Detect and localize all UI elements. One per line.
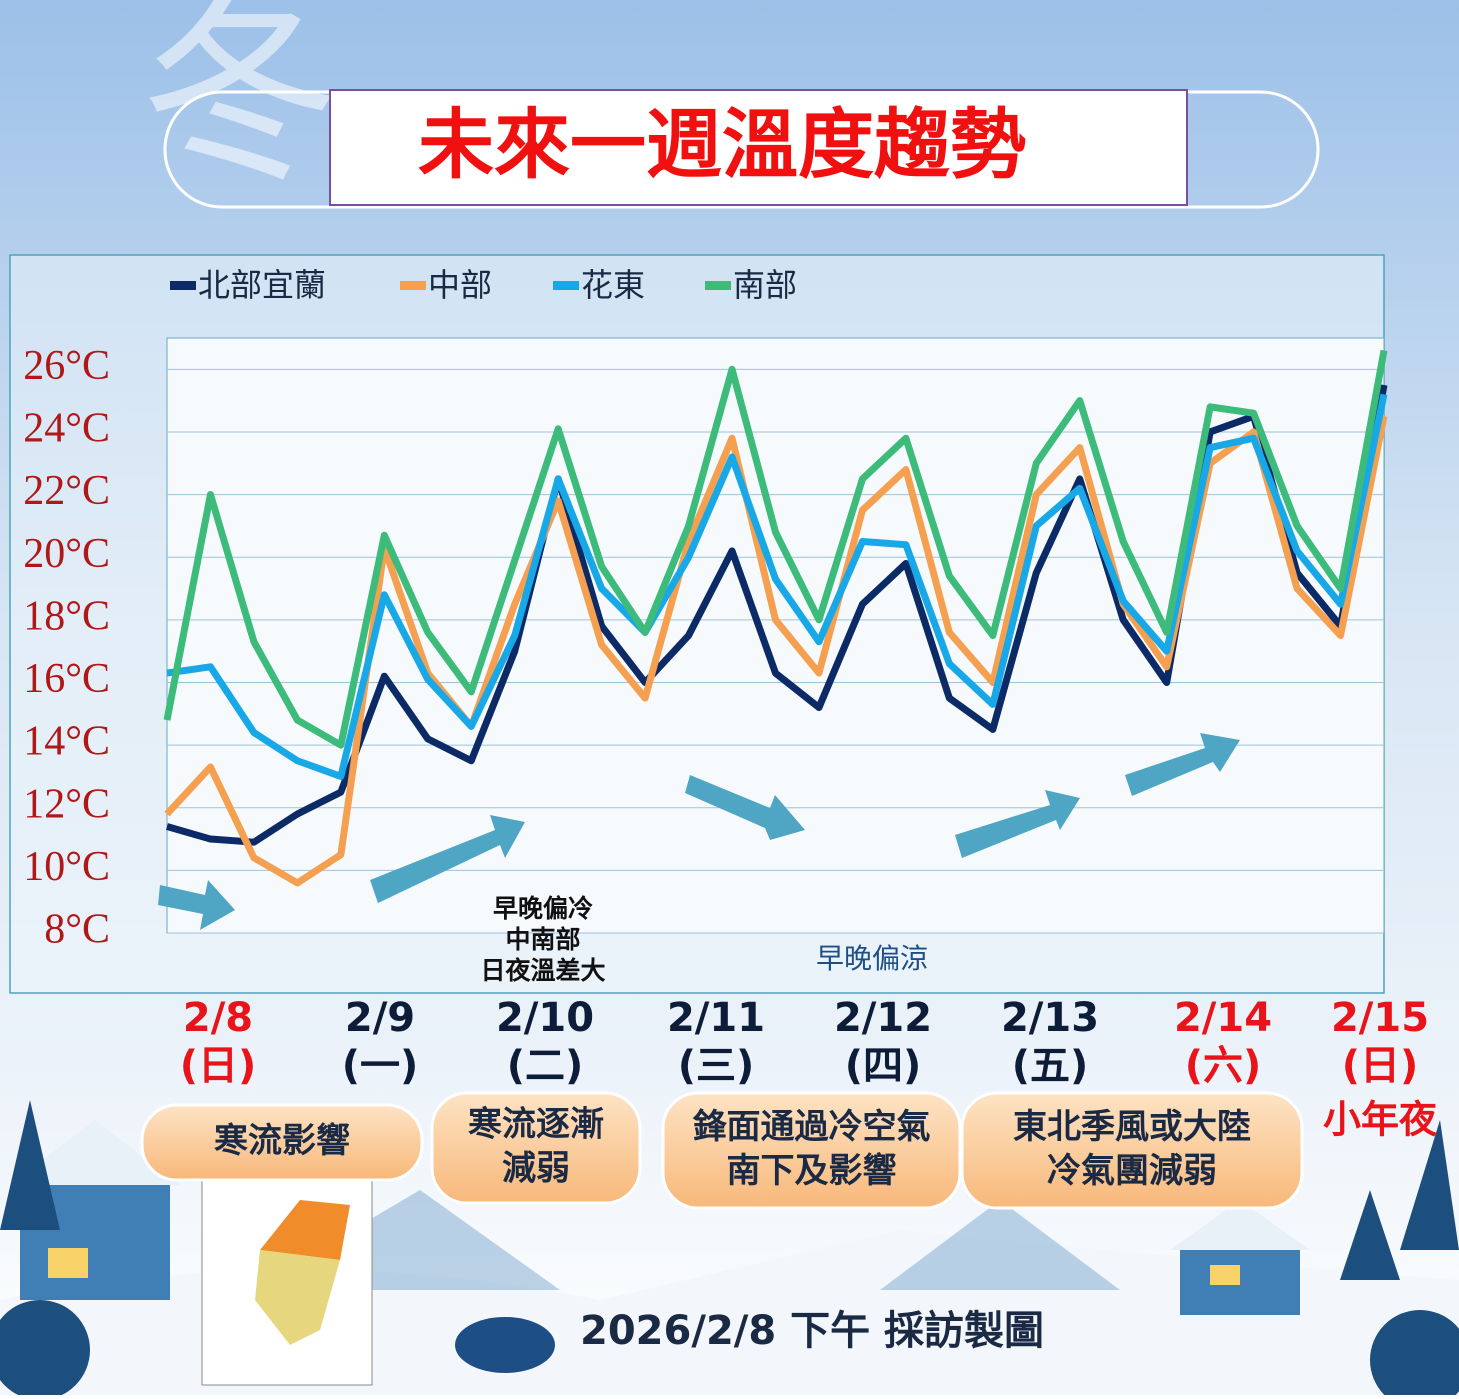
legend-swatch xyxy=(553,281,579,290)
y-tick-label: 18°C xyxy=(23,593,110,639)
legend-label: 中部 xyxy=(428,266,492,304)
day-date: 2/13 xyxy=(1001,995,1099,1041)
y-tick-label: 22°C xyxy=(23,468,110,514)
chart-title: 未來一週溫度趨勢 xyxy=(418,100,1026,189)
day-date: 2/15 xyxy=(1331,995,1429,1041)
phase-text: 東北季風或大陸 xyxy=(1013,1107,1251,1147)
footer: 2026/2/8 下午 採訪製圖 xyxy=(580,1308,1044,1354)
day-date: 2/14 xyxy=(1174,995,1272,1041)
day-weekday: (日) xyxy=(180,1043,257,1089)
phase-text: 寒流影響 xyxy=(214,1121,350,1161)
day-weekday: (日) xyxy=(1342,1043,1419,1089)
day-date: 2/11 xyxy=(667,995,765,1041)
day-weekday: (三) xyxy=(678,1043,755,1089)
annotation: 早晚偏涼 xyxy=(816,942,928,975)
plot-area xyxy=(166,337,1385,934)
legend-label: 花東 xyxy=(581,266,645,304)
y-tick-label: 12°C xyxy=(23,781,110,827)
annotation: 早晚偏冷 xyxy=(493,894,593,923)
y-tick-label: 24°C xyxy=(23,406,110,452)
phase-box xyxy=(960,1091,1304,1210)
phase-text: 寒流逐漸 xyxy=(468,1105,604,1145)
series-line xyxy=(166,393,1388,780)
legend-swatch xyxy=(400,281,426,290)
legend-label: 南部 xyxy=(733,266,797,304)
phase-text: 南下及影響 xyxy=(727,1151,897,1191)
legend-swatch xyxy=(170,281,196,290)
day-weekday: (六) xyxy=(1185,1043,1262,1089)
day-date: 2/12 xyxy=(834,995,932,1041)
y-tick-label: 14°C xyxy=(23,719,110,765)
y-tick-label: 20°C xyxy=(23,531,110,577)
day-note: 小年夜 xyxy=(1323,1098,1438,1142)
phase-text: 冷氣團減弱 xyxy=(1047,1151,1217,1191)
y-tick-label: 10°C xyxy=(23,844,110,890)
y-tick-label: 16°C xyxy=(23,656,110,702)
day-weekday: (四) xyxy=(845,1043,922,1089)
phase-text: 減弱 xyxy=(502,1149,570,1189)
annotation: 日夜溫差大 xyxy=(480,956,605,985)
title-box xyxy=(329,89,1188,206)
annotation: 中南部 xyxy=(505,925,580,954)
legend-swatch xyxy=(705,281,731,290)
phase-box xyxy=(661,1091,962,1210)
phase-box xyxy=(430,1091,642,1205)
legend-label: 北部宜蘭 xyxy=(198,266,326,304)
phase-box xyxy=(140,1103,424,1182)
day-date: 2/9 xyxy=(345,995,415,1041)
y-tick-label: 8°C xyxy=(44,907,110,953)
phase-text: 鋒面通過冷空氣 xyxy=(693,1107,931,1147)
day-weekday: (二) xyxy=(507,1043,584,1089)
day-date: 2/8 xyxy=(183,995,253,1041)
series-line xyxy=(163,349,1388,749)
trend-arrows xyxy=(158,733,1240,930)
day-weekday: (一) xyxy=(342,1043,419,1089)
y-tick-label: 26°C xyxy=(23,343,110,389)
decor-glyph: 冬 xyxy=(140,0,340,210)
day-weekday: (五) xyxy=(1012,1043,1089,1089)
scenery xyxy=(0,1100,1459,1399)
day-date: 2/10 xyxy=(496,995,594,1041)
